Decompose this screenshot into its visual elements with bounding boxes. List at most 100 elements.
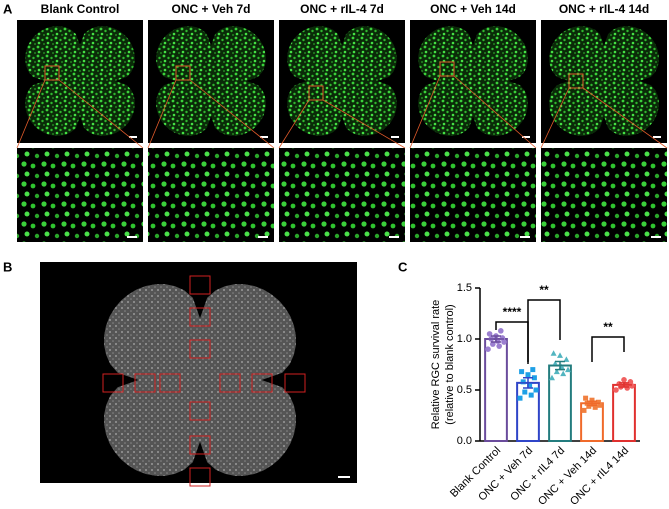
y-axis-label: (relative to blank control) <box>444 304 456 424</box>
retina-whole <box>418 26 528 136</box>
panel-label: A <box>3 1 13 16</box>
zoom-box <box>568 73 584 89</box>
sample-box <box>102 373 124 393</box>
scale-bar <box>260 136 268 138</box>
zoom-line <box>278 99 310 149</box>
y-tick-label: 0.0 <box>457 435 472 447</box>
column-title: Blank Control <box>41 2 120 16</box>
scale-bar <box>127 236 137 238</box>
zoom-box <box>175 65 191 81</box>
sample-box <box>189 435 211 455</box>
x-tick-label: ONC + rIL4 14d <box>568 445 631 508</box>
sample-box <box>189 275 211 295</box>
micrograph-zoom <box>541 148 667 242</box>
sample-box <box>189 401 211 421</box>
data-point <box>496 343 503 349</box>
data-point <box>581 407 587 413</box>
data-point <box>519 369 525 375</box>
data-point <box>525 372 531 378</box>
zoom-line <box>16 79 46 149</box>
zoom-line <box>582 87 668 149</box>
sample-box <box>189 467 211 487</box>
data-point <box>592 404 598 410</box>
error-bar <box>520 377 536 389</box>
data-point <box>522 389 528 395</box>
column-title: ONC + Veh 14d <box>430 2 516 16</box>
significance-bracket <box>527 299 561 362</box>
data-point <box>591 401 597 407</box>
y-tick-label: 1.5 <box>457 282 472 294</box>
zoom-line <box>322 99 406 149</box>
data-point <box>552 360 559 366</box>
zoom-line <box>540 87 570 149</box>
micrograph-zoom <box>148 148 274 242</box>
data-point <box>613 387 619 393</box>
bar <box>484 338 508 442</box>
data-point <box>621 377 627 383</box>
scale-bar <box>338 476 350 478</box>
zoom-line <box>189 79 275 149</box>
data-point <box>589 397 595 403</box>
sample-box <box>159 373 181 393</box>
sample-box <box>219 373 241 393</box>
error-bar <box>552 360 568 371</box>
data-point <box>530 367 536 373</box>
error-bar <box>584 400 600 407</box>
data-point <box>527 382 533 388</box>
retina-whole <box>549 26 659 136</box>
scale-bar <box>391 136 399 138</box>
error-bar <box>488 335 504 343</box>
data-point <box>517 395 523 401</box>
data-point <box>531 375 537 381</box>
zoom-line <box>409 75 441 149</box>
retina-whole <box>104 284 296 476</box>
data-point <box>586 403 592 409</box>
zoom-line <box>147 79 177 149</box>
significance-label: ** <box>539 283 549 297</box>
data-point <box>560 370 567 377</box>
significance-label: **** <box>503 305 522 319</box>
column-title: ONC + rIL-4 7d <box>300 2 384 16</box>
y-axis-label: Relative RGC survival rate <box>430 300 442 430</box>
micrograph-zoom <box>17 148 143 242</box>
sample-box <box>189 307 211 327</box>
y-tick-label: 0.5 <box>457 384 472 396</box>
micrograph-zoom <box>279 148 405 242</box>
micrograph-zoom <box>410 148 536 242</box>
data-point <box>563 356 570 362</box>
panel-label: C <box>398 259 408 274</box>
retina-whole <box>287 26 397 136</box>
data-point <box>595 399 601 405</box>
data-point <box>520 379 526 385</box>
sample-box <box>251 373 273 393</box>
data-point <box>550 350 557 356</box>
data-point <box>553 368 560 375</box>
zoom-box <box>44 65 60 81</box>
sample-box <box>189 339 211 359</box>
bar <box>612 383 636 442</box>
data-point <box>498 328 504 334</box>
scale-bar <box>520 236 530 238</box>
retina-whole <box>25 26 135 136</box>
data-point <box>627 379 634 385</box>
data-point <box>549 374 555 381</box>
data-point <box>583 395 589 401</box>
data-point <box>616 381 622 387</box>
scale-bar <box>653 136 661 138</box>
zoom-box <box>308 85 324 101</box>
sample-box <box>134 373 156 393</box>
sample-box <box>284 373 306 393</box>
zoom-box <box>439 61 455 77</box>
data-point <box>557 352 563 358</box>
x-tick-label: ONC + Veh 14d <box>536 445 599 508</box>
error-bar <box>616 382 632 388</box>
significance-label: ** <box>603 320 613 334</box>
data-point <box>597 402 603 408</box>
scale-bar <box>258 236 268 238</box>
column-title: ONC + Veh 7d <box>171 2 250 16</box>
data-point <box>533 387 539 393</box>
panel-label: B <box>3 259 12 274</box>
retina-whole <box>156 26 266 136</box>
